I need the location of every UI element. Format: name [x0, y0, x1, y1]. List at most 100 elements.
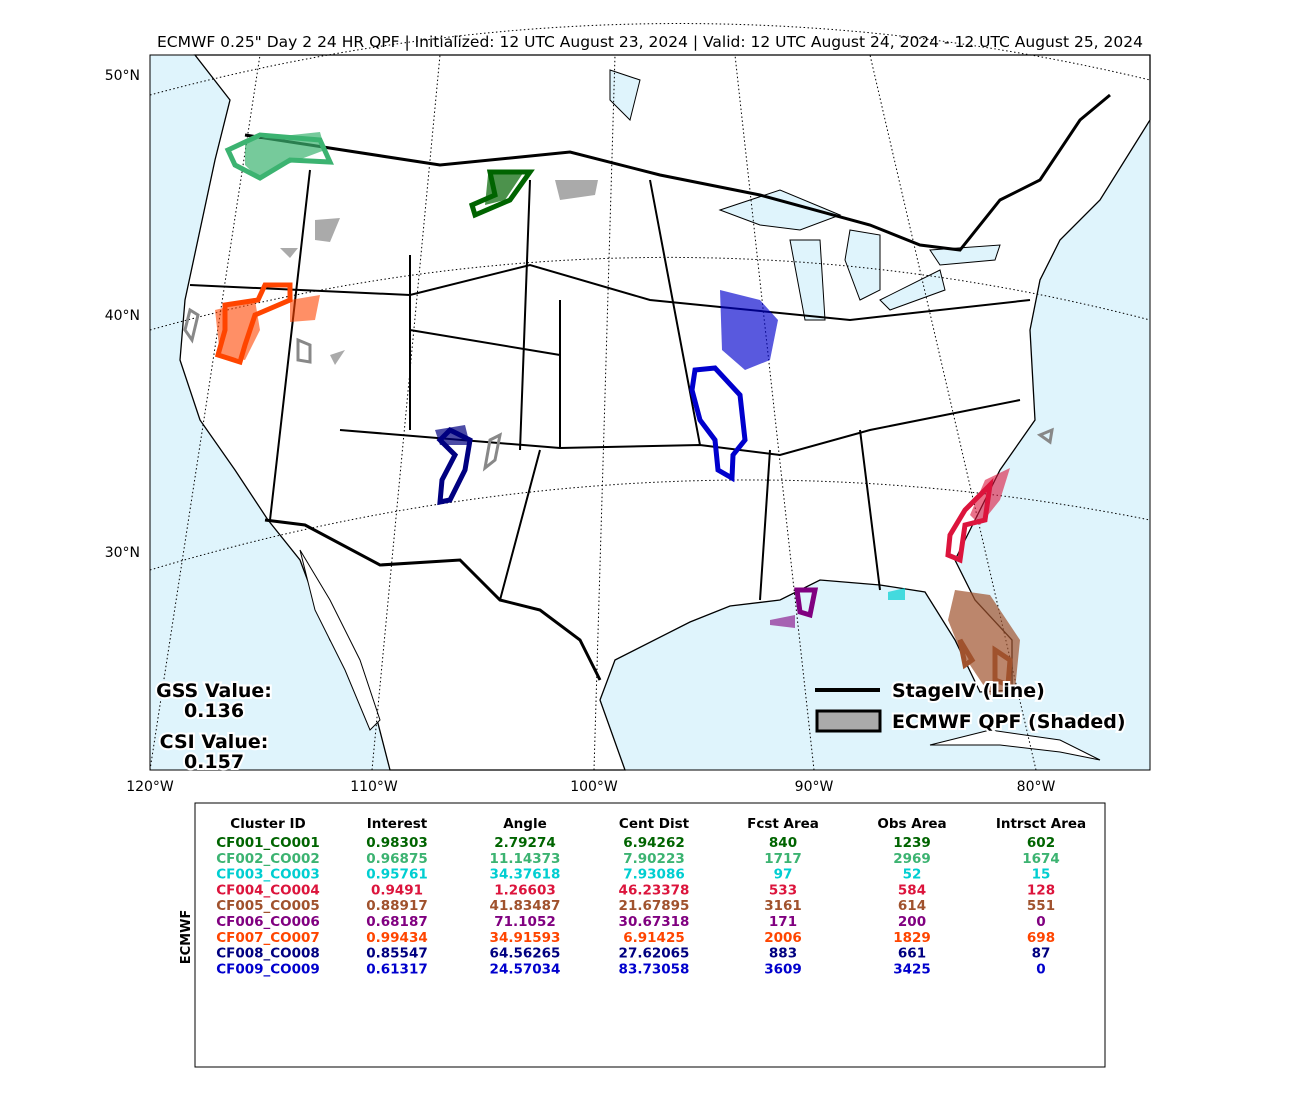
table-cell: 840 [769, 835, 797, 851]
map [149, 23, 1151, 771]
table-cell: 34.91593 [490, 930, 561, 946]
borders [189, 93, 1111, 681]
table-cell: CF001_CO001 [216, 835, 320, 851]
lon-label: 110°W [350, 779, 398, 795]
title: ECMWF 0.25" Day 2 24 HR QPF | Initialize… [157, 33, 1143, 51]
table-header: Angle [503, 816, 547, 832]
table-cell: 0 [1036, 961, 1045, 977]
legend-line-label: StageIV (Line) [892, 680, 1045, 702]
table-cell: 1239 [893, 835, 931, 851]
table-cell: CF003_CO003 [216, 867, 320, 883]
cuba [929, 729, 1101, 761]
table-cell: 87 [1032, 946, 1051, 962]
legend-shaded-label: ECMWF QPF (Shaded) [892, 711, 1126, 733]
table-cell: 21.67895 [619, 898, 690, 914]
table-cell: 7.90223 [623, 851, 685, 867]
csi-value: 0.157 [184, 751, 244, 773]
table-cell: 171 [769, 914, 797, 930]
table-cell: 46.23378 [619, 882, 690, 898]
lat-labels: 50°N 40°N 30°N [105, 68, 140, 561]
lat-label: 40°N [105, 308, 140, 324]
table-cell: 6.91425 [623, 930, 685, 946]
table-cell: 883 [769, 946, 797, 962]
lon-label: 100°W [570, 779, 618, 795]
table: Cluster ID Interest Angle Cent Dist Fcst Are… [216, 816, 1086, 977]
lat-label: 30°N [105, 545, 140, 561]
table-cell: CF009_CO009 [216, 961, 320, 977]
lat-label: 50°N [105, 68, 140, 84]
clusters [183, 132, 1054, 695]
table-frame [194, 802, 1106, 1068]
table-cell: CF002_CO002 [216, 851, 320, 867]
graticule [149, 23, 1151, 771]
table-cell: 200 [898, 914, 926, 930]
baja [299, 549, 381, 731]
table-cell: 71.1052 [494, 914, 556, 930]
table-side-label: ECMWF [179, 910, 194, 965]
table-cell: 24.57034 [490, 961, 561, 977]
table-header: Intrsct Area [996, 816, 1086, 832]
table-cell: 0.88917 [366, 898, 428, 914]
table-header: Fcst Area [747, 816, 819, 832]
map-frame [149, 54, 1151, 771]
table-cell: 0.99434 [366, 930, 428, 946]
table-cell: 0.61317 [366, 961, 428, 977]
table-cell: 1.26603 [494, 882, 556, 898]
table-cell: 6.94262 [623, 835, 685, 851]
table-cell: 83.73058 [619, 961, 690, 977]
great-lakes [609, 69, 1001, 321]
table-cell: 3425 [893, 961, 931, 977]
table-cell: 1829 [893, 930, 931, 946]
table-cell: 533 [769, 882, 797, 898]
table-cell: 3161 [764, 898, 802, 914]
table-cell: 30.67318 [619, 914, 690, 930]
table-header: Cluster ID [230, 816, 305, 832]
table-cell: 11.14373 [490, 851, 561, 867]
table-cell: 0.98303 [366, 835, 428, 851]
table-cell: 0.85547 [366, 946, 428, 962]
table-cell: 41.83487 [490, 898, 561, 914]
table-cell: CF004_CO004 [216, 882, 320, 898]
gss-label: GSS Value: [156, 680, 272, 702]
table-cell: 34.37618 [490, 867, 561, 883]
table-cell: 2969 [893, 851, 931, 867]
table-cell: 0.68187 [366, 914, 428, 930]
table-cell: 52 [903, 867, 922, 883]
table-cell: CF007_CO007 [216, 930, 320, 946]
table-cell: 15 [1032, 867, 1051, 883]
table-cell: 602 [1027, 835, 1055, 851]
gss-value: 0.136 [184, 700, 244, 722]
table-cell: 0.95761 [366, 867, 428, 883]
table-cell: CF005_CO005 [216, 898, 320, 914]
table-cell: CF008_CO008 [216, 946, 320, 962]
csi-label: CSI Value: [160, 731, 269, 753]
table-cell: 1674 [1022, 851, 1060, 867]
lon-label: 90°W [795, 779, 834, 795]
table-cell: 614 [898, 898, 926, 914]
table-cell: 128 [1027, 882, 1055, 898]
table-cell: 0 [1036, 914, 1045, 930]
table-cell: 584 [898, 882, 926, 898]
table-header: Interest [367, 816, 428, 832]
table-cell: 3609 [764, 961, 802, 977]
table-cell: 2.79274 [494, 835, 556, 851]
table-cell: 0.96875 [366, 851, 428, 867]
table-cell: 64.56265 [490, 946, 561, 962]
legend-swatch [815, 709, 882, 733]
lon-label: 80°W [1017, 779, 1056, 795]
table-cell: 698 [1027, 930, 1055, 946]
table-header: Obs Area [877, 816, 946, 832]
table-cell: 661 [898, 946, 926, 962]
table-cell: 0.9491 [371, 882, 423, 898]
table-cell: 2006 [764, 930, 802, 946]
table-cell: 1717 [764, 851, 802, 867]
lon-label: 120°W [126, 779, 174, 795]
lon-labels: 120°W 110°W 100°W 90°W 80°W [126, 779, 1055, 795]
table-cell: 551 [1027, 898, 1055, 914]
table-cell: 7.93086 [623, 867, 685, 883]
table-header: Cent Dist [619, 816, 690, 832]
table-cell: CF006_CO006 [216, 914, 320, 930]
table-cell: 97 [774, 867, 793, 883]
table-cell: 27.62065 [619, 946, 690, 962]
